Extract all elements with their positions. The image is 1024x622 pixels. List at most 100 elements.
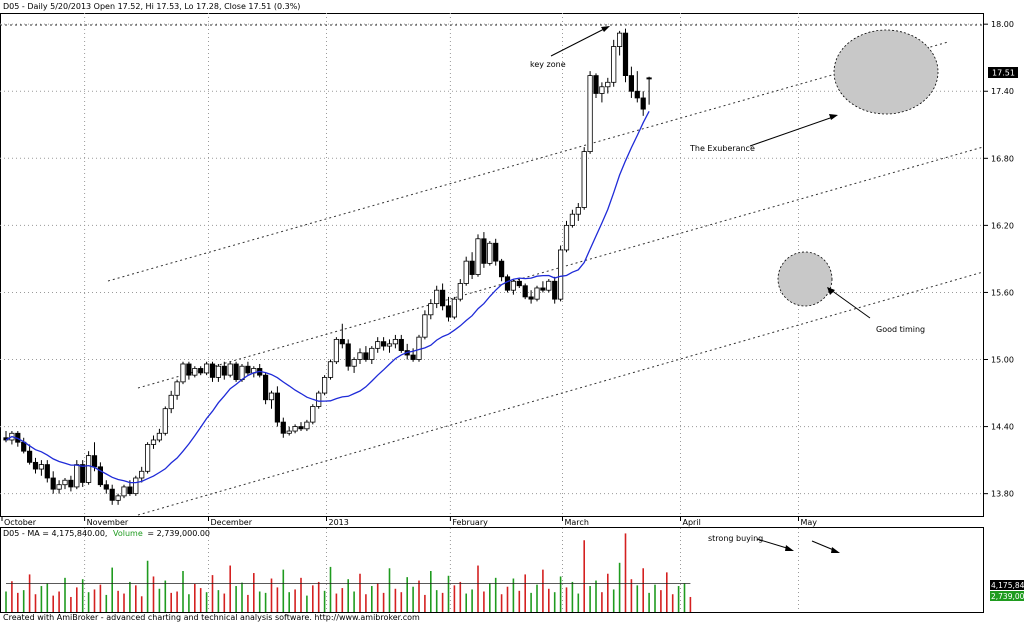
candle-body: [593, 75, 599, 94]
candle: [563, 220, 570, 253]
candle: [380, 337, 387, 351]
candle: [392, 334, 399, 349]
candle-body: [174, 381, 180, 396]
candle-body: [498, 260, 505, 278]
candle-body: [221, 365, 227, 376]
candle: [26, 444, 33, 465]
candle-body: [274, 392, 281, 423]
candle: [44, 460, 50, 483]
last-price-text: 17.51: [992, 69, 1015, 78]
annotations: key zone The Exuberance Good timing: [530, 26, 925, 334]
candle-body: [144, 444, 151, 472]
candle-body: [617, 32, 623, 47]
candle-body: [292, 426, 298, 432]
price-axis: 18.00 17.40 16.80 16.20 15.60 15.00 14.40 13.80: [983, 20, 1014, 499]
candle: [599, 82, 605, 103]
candle: [439, 283, 446, 311]
candle-body: [156, 432, 162, 441]
candle-body: [316, 392, 322, 407]
candle: [498, 258, 505, 282]
candle-body: [192, 368, 198, 376]
candle: [227, 361, 233, 378]
volume-ma-text: D05 - MA = 4,175,840.00,: [3, 529, 107, 538]
candle: [192, 366, 198, 378]
candle-body: [546, 280, 552, 291]
candle-body: [457, 283, 463, 300]
candle: [605, 77, 611, 94]
candle: [569, 209, 576, 228]
candle-body: [233, 363, 239, 381]
candle-body: [552, 280, 558, 300]
candle-body: [481, 238, 487, 264]
candle-body: [80, 464, 86, 483]
candle-body: [68, 479, 74, 488]
date-tick-label: May: [801, 518, 818, 527]
candle: [528, 290, 534, 304]
price-tick-label: 14.40: [991, 423, 1014, 432]
candle-body: [44, 464, 50, 479]
candle-body: [634, 90, 640, 99]
moving-average-line: [5, 111, 650, 484]
candle-body: [32, 461, 39, 470]
candle: [575, 203, 581, 221]
candle: [168, 390, 174, 414]
candle: [292, 424, 298, 434]
candle-body: [469, 260, 475, 275]
candlesticks: [3, 28, 652, 505]
volume-grid: [84, 528, 799, 612]
candle: [487, 241, 493, 266]
candle: [56, 480, 62, 494]
candle: [558, 245, 564, 302]
candle: [357, 348, 363, 364]
candle: [434, 285, 440, 309]
candle: [339, 323, 345, 349]
candle-body: [215, 365, 221, 378]
candle-body: [127, 486, 133, 495]
exuberance-label: The Exuberance: [689, 144, 755, 153]
candle: [634, 71, 640, 103]
candle-body: [558, 249, 564, 300]
candle-body: [475, 238, 481, 275]
candle: [510, 279, 517, 295]
candle-body: [133, 477, 139, 495]
candle-body: [534, 287, 540, 300]
candle-body: [86, 455, 92, 483]
candle-body: [345, 343, 351, 367]
candle: [451, 296, 458, 320]
candle-body: [357, 352, 363, 360]
date-tick-label: April: [683, 518, 701, 527]
candle: [416, 334, 422, 362]
candle-body: [587, 75, 593, 153]
key-zone-arrowhead: [601, 26, 610, 32]
candle: [245, 361, 251, 376]
candle: [174, 379, 180, 400]
trend-channels: [0, 24, 984, 516]
price-tick-label: 13.80: [991, 490, 1014, 499]
candle: [286, 426, 292, 436]
candle-body: [227, 363, 233, 376]
strong-buying-arrow-1: [756, 538, 791, 550]
candle: [121, 484, 127, 499]
volume-ma-badge: [990, 580, 1024, 590]
candle: [316, 390, 322, 409]
candle: [587, 71, 593, 154]
candle: [457, 279, 463, 302]
strong-buying-arrowhead-1: [785, 545, 794, 551]
candle-body: [398, 338, 404, 351]
candle-body: [298, 426, 304, 430]
date-tick-label: December: [211, 518, 253, 527]
footer-credit: Created with AmiBroker - advanced charti…: [3, 613, 420, 622]
candle-body: [434, 289, 440, 305]
candle-body: [540, 287, 546, 291]
price-pane: [0, 13, 984, 517]
candle: [617, 30, 623, 56]
date-axis: October November December 2013 February March…: [1, 516, 818, 527]
candle-body: [504, 276, 511, 291]
candle: [552, 276, 558, 304]
date-tick-label: November: [87, 518, 129, 527]
good-timing-arrow: [830, 289, 871, 319]
candle: [534, 285, 540, 302]
candle-body: [339, 338, 345, 345]
price-tick-label: 17.40: [991, 87, 1014, 96]
